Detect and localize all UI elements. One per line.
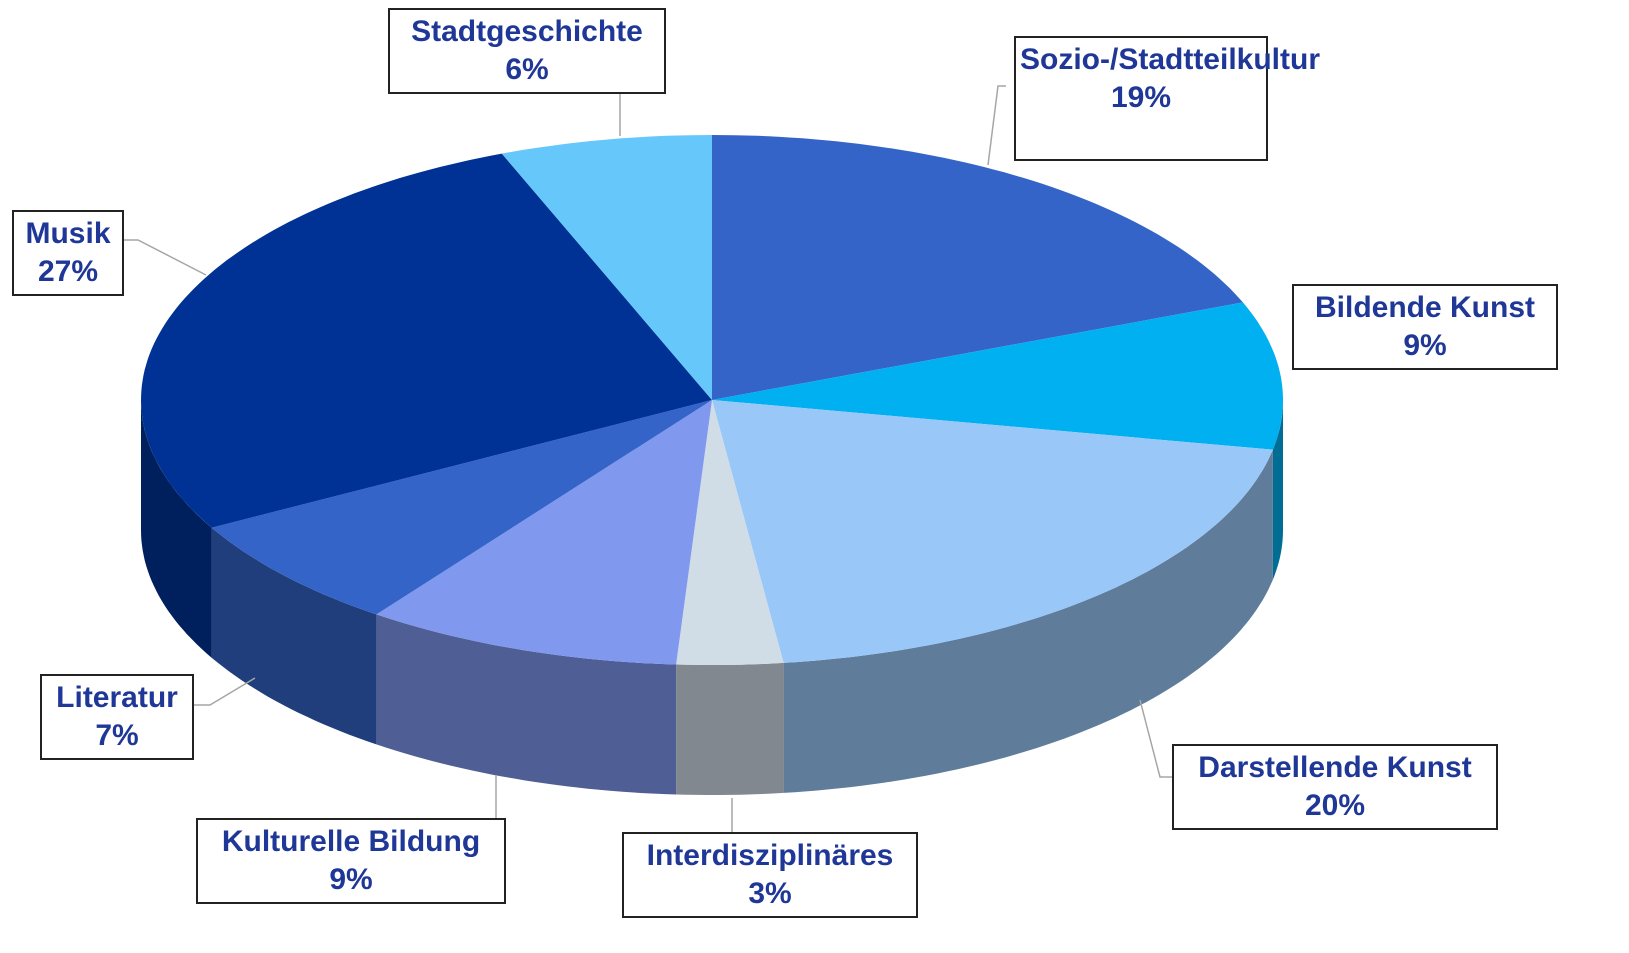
label-value: 19% bbox=[1110, 81, 1172, 114]
pie-slice bbox=[712, 400, 1273, 663]
leader-line bbox=[124, 239, 207, 276]
data-label: Musik 27% bbox=[12, 210, 124, 296]
data-label: Kulturelle Bildung 9% bbox=[196, 818, 506, 904]
label-value: 20% bbox=[1304, 789, 1366, 822]
pie-slice bbox=[376, 400, 712, 665]
data-label: Sozio-/Stadtteilkultur 19% bbox=[1014, 36, 1320, 161]
label-name: Darstellende Kunst bbox=[1198, 751, 1472, 784]
pie-side bbox=[1272, 400, 1283, 580]
data-label: Darstellende Kunst 20% bbox=[1172, 744, 1498, 830]
leader-line bbox=[987, 85, 1006, 166]
pie-side bbox=[783, 449, 1273, 793]
pie-slice bbox=[501, 135, 712, 400]
label-name: Kulturelle Bildung bbox=[221, 825, 481, 858]
data-label: Bildende Kunst 9% bbox=[1292, 284, 1558, 370]
leader-line bbox=[1139, 699, 1172, 778]
label-value: 3% bbox=[748, 877, 792, 910]
label-name: Bildende Kunst bbox=[1314, 291, 1535, 324]
label-value: 27% bbox=[37, 255, 99, 288]
label-value: 9% bbox=[329, 863, 373, 896]
label-name: Musik bbox=[25, 217, 111, 250]
pie-side bbox=[141, 400, 212, 658]
data-label: Stadtgeschichte 6% bbox=[388, 8, 666, 94]
pie-slice bbox=[211, 400, 712, 615]
pie-side bbox=[676, 662, 784, 795]
label-name: Interdisziplinäres bbox=[646, 839, 894, 872]
pie-side bbox=[211, 527, 377, 745]
label-value: 6% bbox=[505, 53, 549, 86]
pie-slice bbox=[712, 135, 1243, 400]
label-value: 7% bbox=[95, 719, 139, 752]
label-value: 9% bbox=[1403, 329, 1447, 362]
pie-slice bbox=[141, 153, 712, 528]
data-label: Literatur 7% bbox=[40, 674, 194, 760]
pie-side bbox=[376, 614, 677, 795]
label-name: Stadtgeschichte bbox=[411, 15, 643, 48]
label-name: Literatur bbox=[56, 681, 178, 714]
pie-slice bbox=[712, 302, 1283, 450]
data-label: Interdisziplinäres 3% bbox=[622, 832, 918, 918]
pie-slice bbox=[676, 400, 784, 665]
leader-line bbox=[194, 677, 256, 706]
label-name: Sozio-/Stadtteilkultur bbox=[1020, 43, 1320, 76]
